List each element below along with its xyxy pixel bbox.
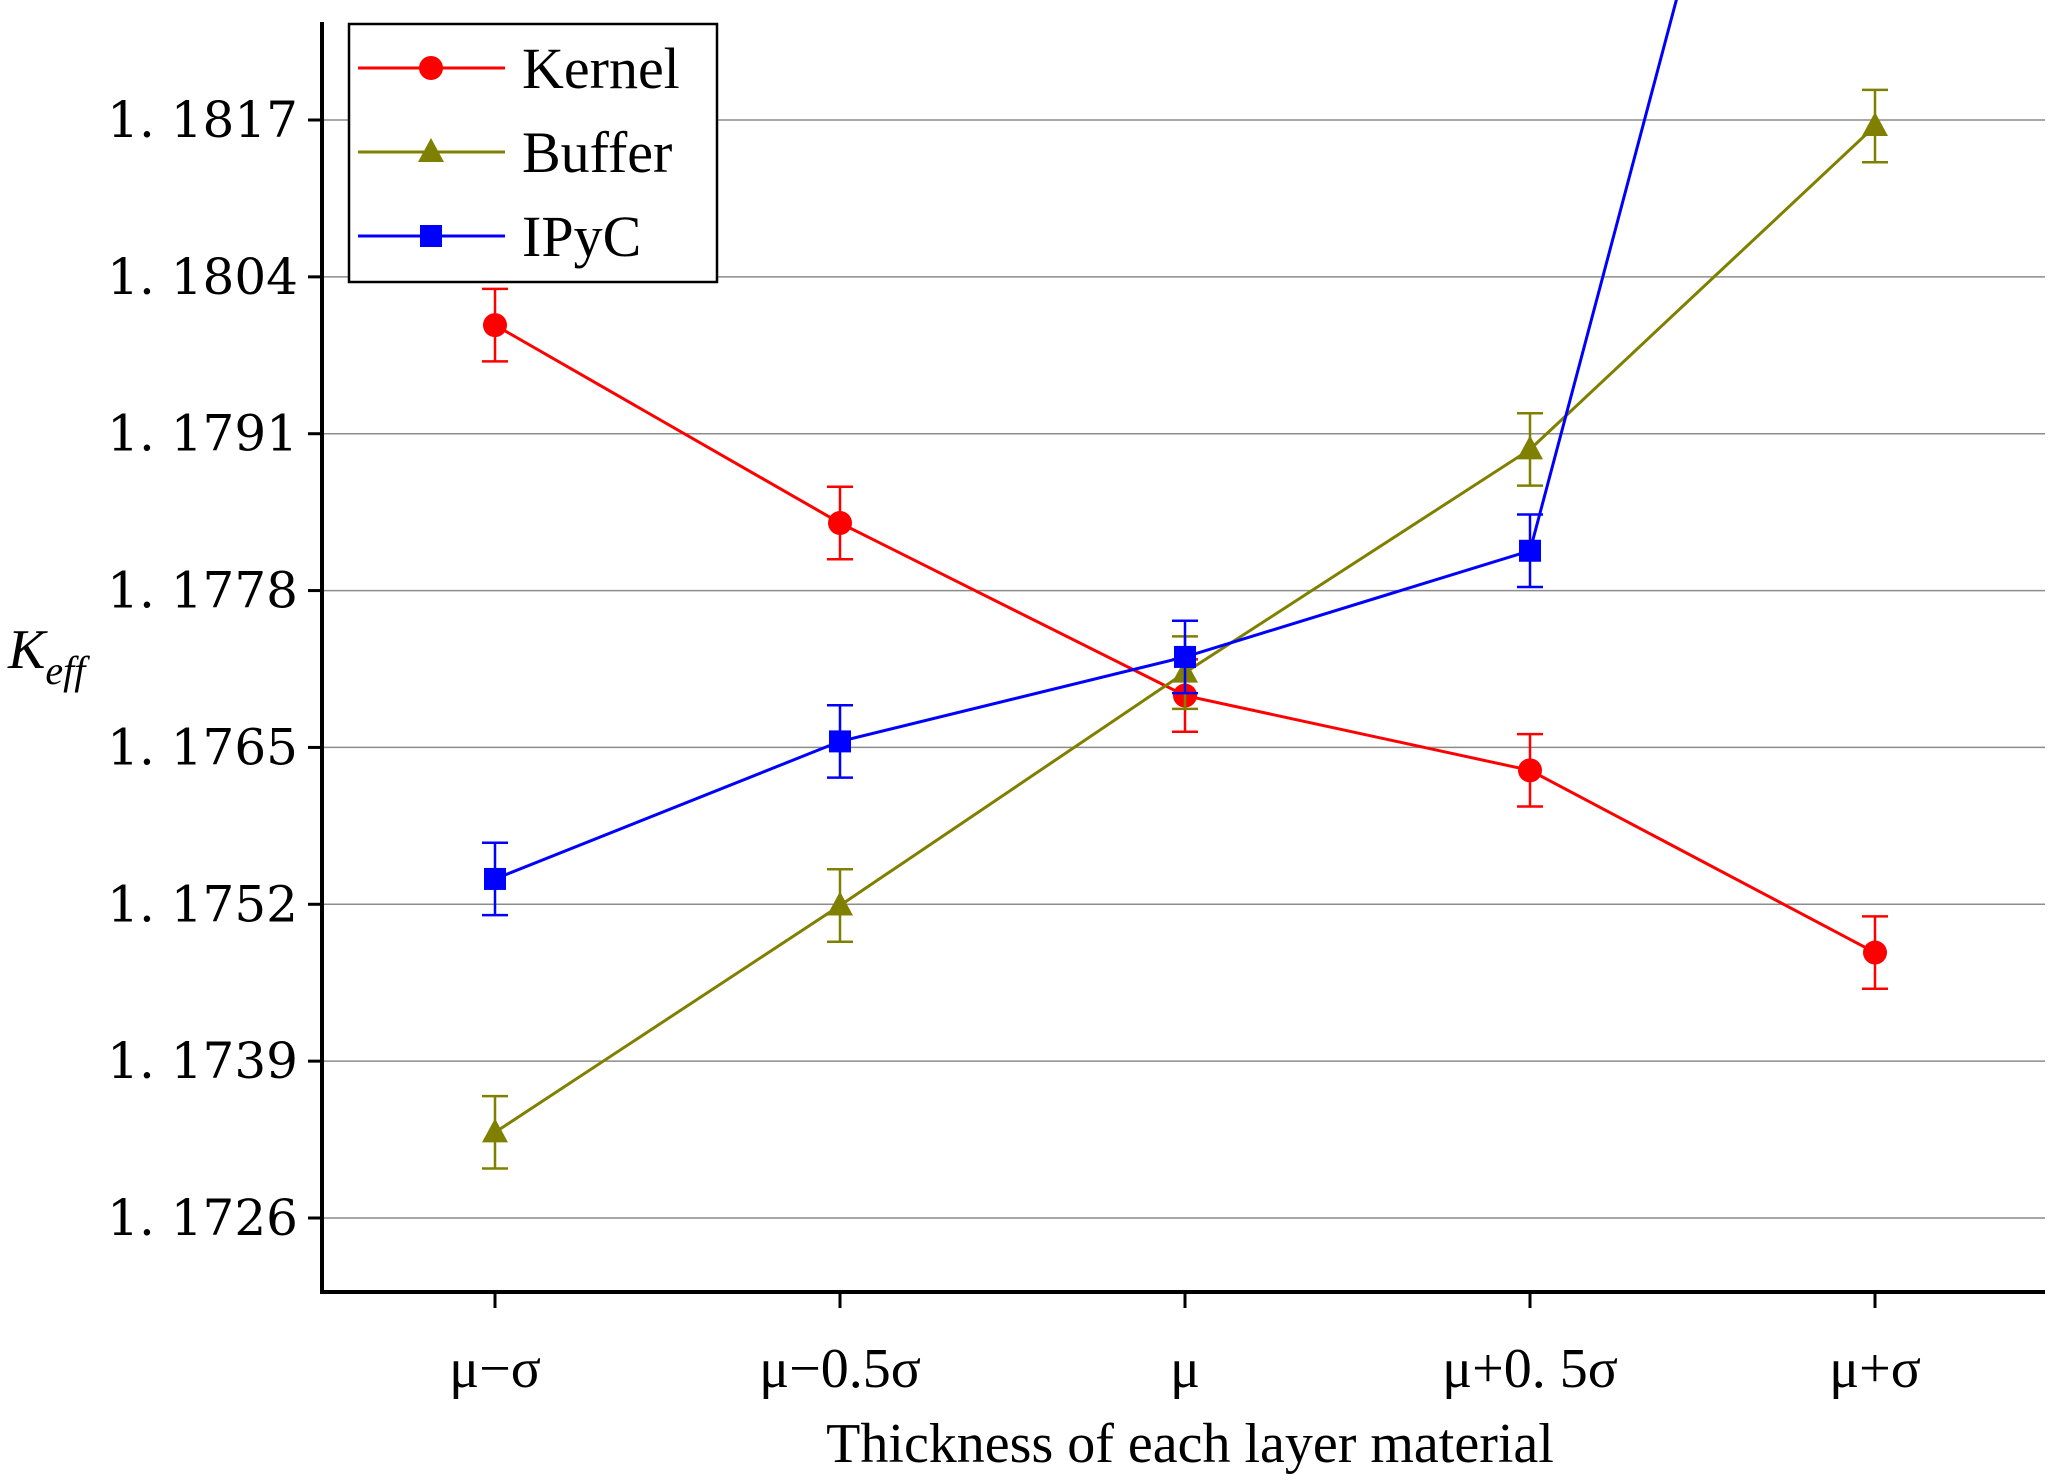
- y-ticks: 1. 1726 1. 1739 1. 1752 1. 1765 1. 1778 1. 17…: [107, 91, 322, 1247]
- data-point-square: [484, 867, 506, 890]
- y-tick-label: 1. 1791: [107, 405, 298, 463]
- data-point-circle: [483, 313, 507, 338]
- legend-item-kernel: Kernel: [358, 36, 680, 101]
- y-axis-title-main: K: [7, 619, 48, 681]
- x-tick-label: μ+0. 5σ: [1442, 1338, 1618, 1400]
- data-point-circle: [1863, 940, 1887, 965]
- x-tick-label: μ−0.5σ: [759, 1338, 921, 1400]
- data-point-square: [829, 730, 851, 753]
- y-tick-label: 1. 1778: [107, 562, 298, 620]
- legend-item-ipyc: IPyC: [358, 204, 641, 269]
- legend-label: Buffer: [522, 120, 672, 185]
- data-point-triangle: [418, 138, 444, 162]
- legend-label: IPyC: [522, 204, 641, 269]
- y-tick-label: 1. 1804: [107, 248, 298, 306]
- legend-label: Kernel: [522, 36, 680, 101]
- y-tick-label: 1. 1752: [107, 875, 298, 933]
- y-tick-label: 1. 1726: [107, 1189, 298, 1247]
- y-axis-title: Keff: [7, 619, 90, 693]
- x-ticks: μ−σ μ−0.5σ μ μ+0. 5σ μ+σ: [449, 1292, 1921, 1400]
- data-point-circle: [419, 56, 443, 80]
- x-axis-title: Thickness of each layer material: [826, 1413, 1554, 1475]
- data-point-triangle: [482, 1118, 508, 1143]
- y-tick-label: 1. 1817: [107, 91, 298, 149]
- data-point-square: [420, 225, 442, 247]
- x-tick-label: μ−σ: [449, 1338, 541, 1400]
- data-point-square: [1519, 539, 1541, 562]
- y-axis-title-sub: eff: [45, 648, 90, 693]
- series: [482, 0, 1888, 1170]
- data-point-triangle: [1862, 112, 1888, 137]
- data-point-triangle: [827, 891, 853, 916]
- x-tick-label: μ: [1170, 1338, 1200, 1400]
- y-tick-label: 1. 1739: [107, 1032, 298, 1090]
- legend-item-buffer: Buffer: [358, 120, 672, 185]
- data-point-square: [1174, 645, 1196, 668]
- series-ipyc: [482, 0, 1678, 917]
- x-tick-label: μ+σ: [1829, 1338, 1921, 1400]
- y-tick-label: 1. 1765: [107, 718, 298, 776]
- axes: [320, 22, 2045, 1294]
- data-point-triangle: [1517, 435, 1543, 460]
- data-point-circle: [828, 511, 852, 536]
- legend: Kernel Buffer IPyC: [347, 22, 719, 284]
- data-point-circle: [1518, 758, 1542, 783]
